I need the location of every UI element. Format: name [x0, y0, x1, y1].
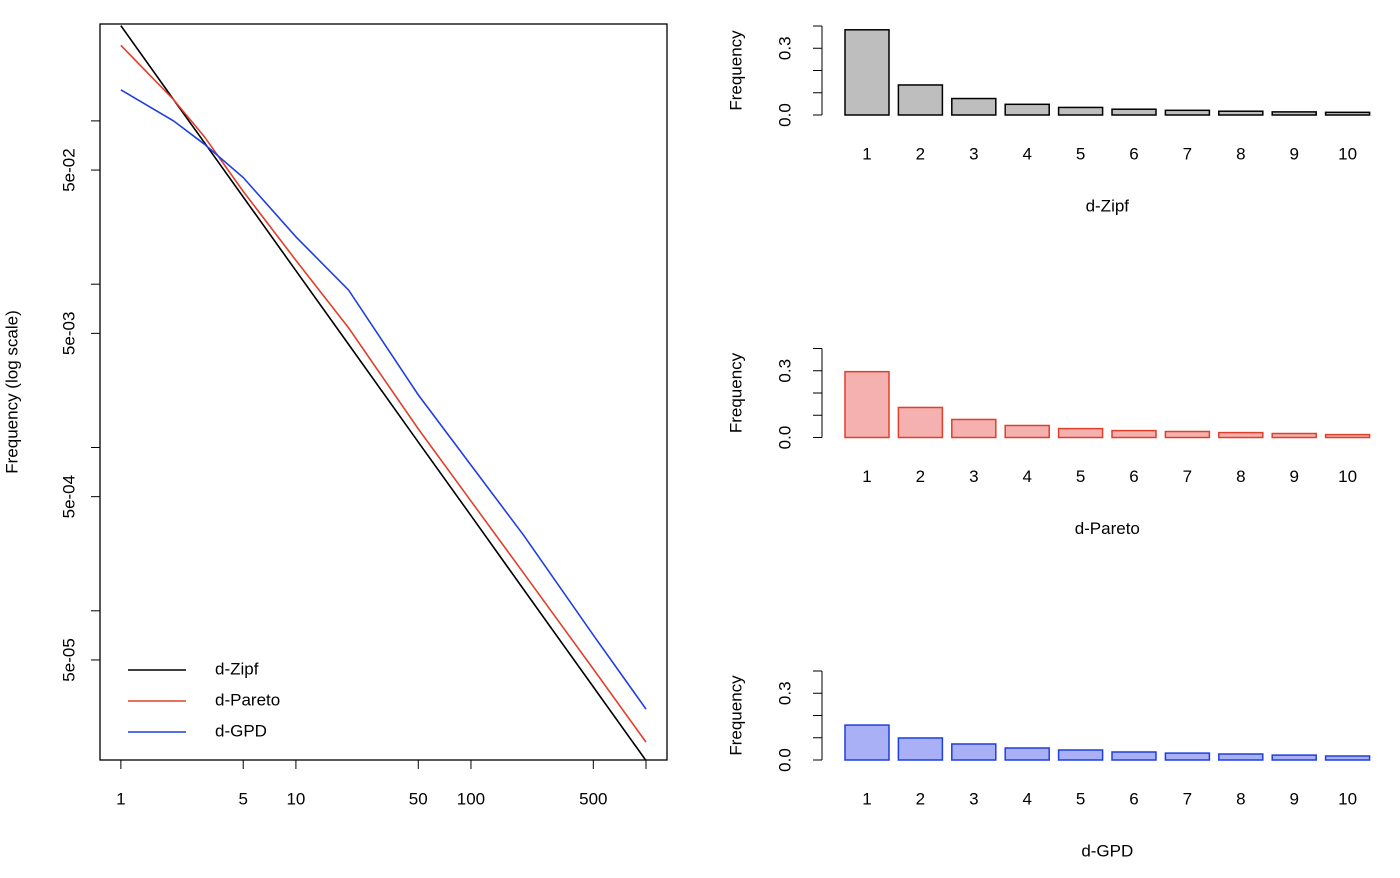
x-tick-label: 10: [1338, 467, 1357, 486]
x-tick-label: 3: [969, 144, 978, 163]
bar: [1218, 110, 1264, 116]
bar: [1218, 431, 1264, 439]
series-line: [120, 89, 647, 710]
bar: [1164, 109, 1211, 116]
bar: [844, 724, 890, 761]
x-tick-label: 1: [116, 789, 125, 808]
x-tick-label: 10: [1338, 144, 1357, 163]
bar: [1324, 111, 1371, 116]
bar: [1057, 106, 1104, 116]
bar: [844, 29, 890, 116]
x-tick-label: 6: [1129, 144, 1138, 163]
y-tick-label: 0.0: [775, 426, 794, 450]
bar: [1324, 755, 1371, 761]
x-tick-label: 9: [1289, 789, 1298, 808]
y-tick-label: 0.3: [775, 36, 794, 60]
x-tick-label: 9: [1289, 467, 1298, 486]
bar: [951, 97, 997, 116]
bar: [1271, 754, 1317, 761]
x-tick-label: 5: [1076, 789, 1085, 808]
x-tick-label: 4: [1022, 144, 1031, 163]
legend-label: d-GPD: [215, 721, 267, 740]
x-tick-label: 6: [1129, 789, 1138, 808]
y-tick-label: 0.3: [775, 681, 794, 705]
x-tick-label: 3: [969, 789, 978, 808]
bar: [1004, 424, 1050, 439]
x-tick-label: 1: [862, 789, 871, 808]
x-tick-label: 9: [1289, 144, 1298, 163]
y-axis-label: Frequency (log scale): [2, 310, 21, 473]
y-tick-label: 5e-03: [59, 312, 78, 355]
y-tick-label: 0.0: [775, 748, 794, 772]
x-tick-label: 8: [1236, 467, 1245, 486]
x-tick-label: 2: [916, 789, 925, 808]
x-tick-label: 8: [1236, 789, 1245, 808]
y-tick-label: 0.0: [775, 103, 794, 127]
x-axis-label: d-Pareto: [1075, 519, 1140, 538]
bar: [1004, 747, 1050, 761]
x-tick-label: 1: [862, 144, 871, 163]
series-line: [120, 25, 647, 760]
bar: [897, 737, 944, 761]
x-tick-label: 6: [1129, 467, 1138, 486]
x-tick-label: 8: [1236, 144, 1245, 163]
x-tick-label: 7: [1183, 789, 1192, 808]
bar: [844, 370, 890, 439]
y-tick-label: 5e-02: [59, 148, 78, 191]
bar: [897, 84, 944, 116]
x-tick-label: 10: [1338, 789, 1357, 808]
y-tick-label: 5e-04: [59, 475, 78, 518]
y-axis-label: Frequency: [726, 30, 745, 111]
bar: [1111, 108, 1157, 116]
bar: [1271, 432, 1317, 439]
bar: [1057, 427, 1104, 439]
y-tick-label: 5e-05: [59, 638, 78, 681]
bar: [1111, 429, 1157, 439]
x-axis-label: d-Zipf: [1086, 196, 1130, 215]
x-tick-label: 50: [409, 789, 428, 808]
x-tick-label: 500: [579, 789, 607, 808]
bar: [1164, 430, 1211, 439]
x-tick-label: 10: [286, 789, 305, 808]
x-tick-label: 100: [457, 789, 485, 808]
x-tick-label: 1: [862, 467, 871, 486]
x-tick-label: 7: [1183, 467, 1192, 486]
y-axis-label: Frequency: [726, 352, 745, 433]
y-tick-label: 0.3: [775, 359, 794, 383]
bar: [1004, 103, 1050, 116]
bar: [1324, 433, 1371, 439]
x-tick-label: 7: [1183, 144, 1192, 163]
x-tick-label: 3: [969, 467, 978, 486]
x-tick-label: 2: [916, 144, 925, 163]
bar: [951, 418, 997, 439]
series-line: [120, 44, 647, 743]
bar: [897, 406, 944, 439]
bar: [1164, 752, 1211, 761]
lines: [120, 25, 647, 760]
x-tick-label: 5: [1076, 144, 1085, 163]
x-axis-label: d-GPD: [1081, 841, 1133, 860]
bar: [1111, 751, 1157, 761]
x-tick-label: 2: [916, 467, 925, 486]
x-tick-label: 4: [1022, 789, 1031, 808]
y-axis-label: Frequency: [726, 675, 745, 756]
x-tick-label: 5: [238, 789, 247, 808]
bar: [951, 743, 997, 761]
x-tick-label: 5: [1076, 467, 1085, 486]
x-tick-label: 4: [1022, 467, 1031, 486]
legend-label: d-Pareto: [215, 690, 280, 709]
bar: [1271, 111, 1317, 116]
bar: [1218, 753, 1264, 761]
legend-label: d-Zipf: [215, 659, 259, 678]
bar: [1057, 749, 1104, 761]
